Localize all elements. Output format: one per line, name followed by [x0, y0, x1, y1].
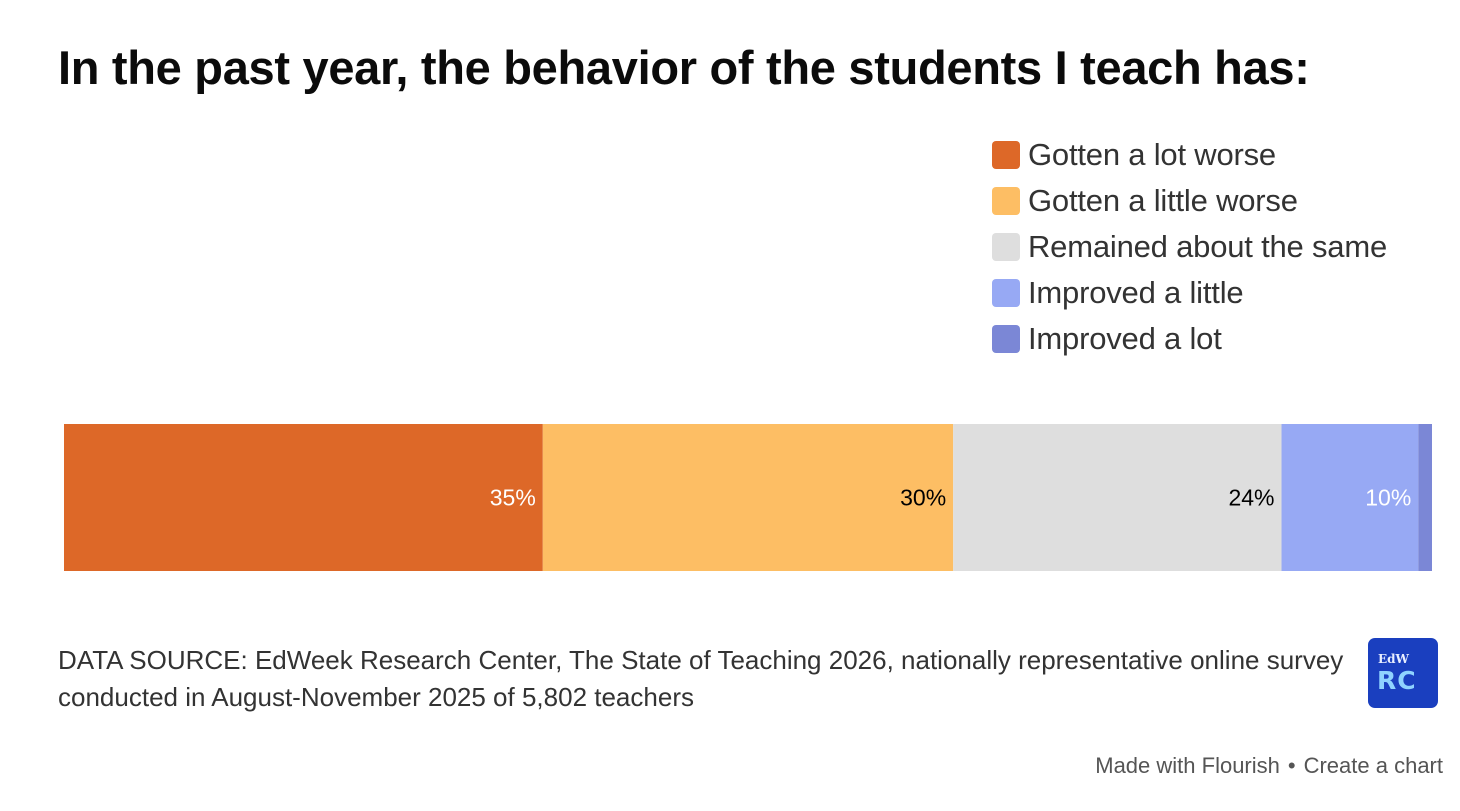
footer-separator: • [1287, 753, 1296, 778]
legend-swatch-lot-worse [992, 141, 1020, 169]
bar-label-3: 10% [1365, 485, 1411, 511]
legend-label-little-worse: Gotten a little worse [1028, 183, 1298, 218]
made-with-flourish-link[interactable]: Made with Flourish [1095, 753, 1280, 778]
flourish-footer: Made with Flourish • Create a chart [1095, 753, 1443, 779]
chart-title: In the past year, the behavior of the st… [58, 41, 1310, 94]
legend-item-improved-little[interactable]: Improved a little [992, 270, 1452, 316]
legend-label-improved-lot: Improved a lot [1028, 321, 1222, 356]
legend-item-improved-lot[interactable]: Improved a lot [992, 316, 1452, 362]
bar-segment-0[interactable] [64, 424, 543, 571]
legend-swatch-little-worse [992, 187, 1020, 215]
data-source-note: DATA SOURCE: EdWeek Research Center, The… [58, 645, 1344, 712]
legend-label-lot-worse: Gotten a lot worse [1028, 137, 1276, 172]
legend-swatch-improved-lot [992, 325, 1020, 353]
edweek-rc-logo[interactable]: EdW RC [1368, 638, 1438, 708]
chart-legend: Gotten a lot worse Gotten a little worse… [992, 132, 1452, 362]
legend-item-same[interactable]: Remained about the same [992, 224, 1452, 270]
legend-swatch-improved-little [992, 279, 1020, 307]
bar-segment-1[interactable] [542, 424, 954, 571]
logo-text-top: EdW [1378, 652, 1410, 666]
bar-label-1: 30% [900, 485, 946, 511]
bar-label-0: 35% [490, 485, 536, 511]
bar-label-2: 24% [1228, 485, 1274, 511]
bar-segment-4[interactable] [1418, 424, 1432, 571]
legend-label-improved-little: Improved a little [1028, 275, 1244, 310]
legend-label-same: Remained about the same [1028, 229, 1388, 264]
bar-segment-2[interactable] [953, 424, 1282, 571]
legend-item-lot-worse[interactable]: Gotten a lot worse [992, 132, 1452, 178]
legend-swatch-same [992, 233, 1020, 261]
legend-item-little-worse[interactable]: Gotten a little worse [992, 178, 1452, 224]
bar-segment-3[interactable] [1281, 424, 1419, 571]
logo-text-bottom: RC [1377, 666, 1417, 695]
create-chart-link[interactable]: Create a chart [1303, 753, 1443, 778]
